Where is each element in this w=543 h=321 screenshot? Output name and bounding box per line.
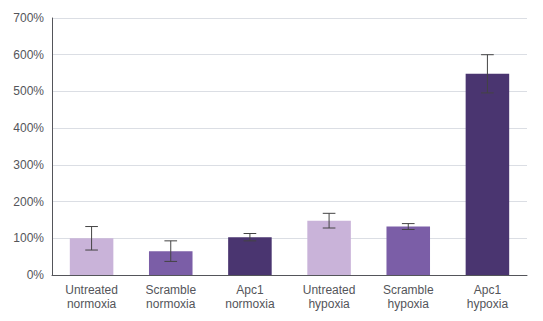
svg-text:200%: 200%	[13, 195, 44, 209]
svg-text:Scramble: Scramble	[383, 283, 434, 297]
svg-text:0%: 0%	[27, 268, 45, 282]
svg-text:hypoxia: hypoxia	[467, 297, 509, 311]
svg-text:300%: 300%	[13, 158, 44, 172]
svg-text:Untreated: Untreated	[65, 283, 118, 297]
svg-text:hypoxia: hypoxia	[388, 297, 430, 311]
svg-text:Apc1: Apc1	[474, 283, 502, 297]
svg-text:normoxia: normoxia	[146, 297, 196, 311]
svg-text:Untreated: Untreated	[303, 283, 356, 297]
svg-text:normoxia: normoxia	[225, 297, 275, 311]
svg-text:100%: 100%	[13, 231, 44, 245]
svg-text:hypoxia: hypoxia	[308, 297, 350, 311]
svg-text:500%: 500%	[13, 84, 44, 98]
svg-text:600%: 600%	[13, 48, 44, 62]
svg-text:400%: 400%	[13, 121, 44, 135]
svg-text:Apc1: Apc1	[236, 283, 264, 297]
svg-text:normoxia: normoxia	[67, 297, 117, 311]
svg-text:Scramble: Scramble	[145, 283, 196, 297]
svg-text:700%: 700%	[13, 11, 44, 25]
